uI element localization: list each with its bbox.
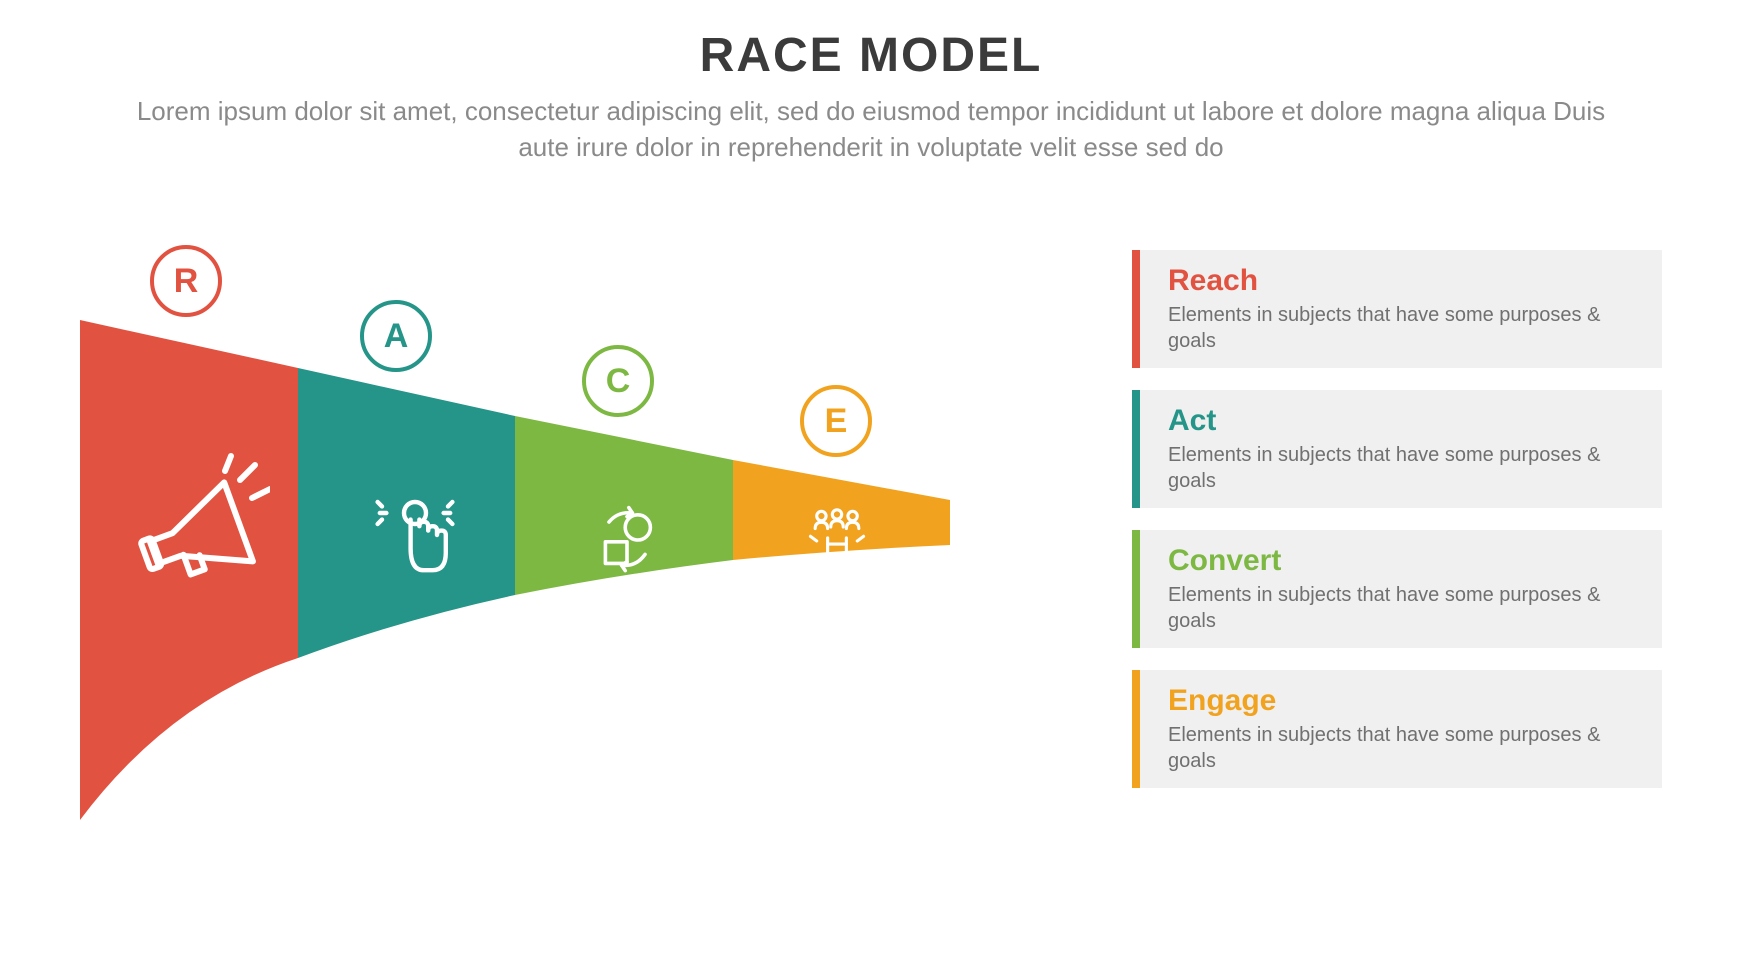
letter-badge-r: R [150,245,222,317]
card-body: Reach Elements in subjects that have some… [1140,250,1662,368]
card-convert: Convert Elements in subjects that have so… [1132,530,1662,648]
page-subtitle: Lorem ipsum dolor sit amet, consectetur … [121,93,1621,166]
card-title: Reach [1168,264,1634,298]
card-accent [1132,250,1140,368]
megaphone-icon [120,450,270,600]
card-body: Engage Elements in subjects that have som… [1140,670,1662,788]
card-body: Convert Elements in subjects that have so… [1140,530,1662,648]
tap-icon [360,480,470,590]
card-title: Act [1168,404,1634,438]
card-title: Convert [1168,544,1634,578]
card-list: Reach Elements in subjects that have some… [1132,250,1662,788]
card-desc: Elements in subjects that have some purp… [1168,302,1634,354]
letter-badge-e: E [800,385,872,457]
card-title: Engage [1168,684,1634,718]
card-accent [1132,530,1140,648]
letter-badge-c: C [582,345,654,417]
page-title: RACE MODEL [0,28,1742,83]
card-engage: Engage Elements in subjects that have som… [1132,670,1662,788]
card-desc: Elements in subjects that have some purp… [1168,722,1634,774]
card-accent [1132,390,1140,508]
funnel-diagram: RACE [80,250,950,810]
magnet-people-icon [798,502,876,580]
header: RACE MODEL Lorem ipsum dolor sit amet, c… [0,0,1742,166]
card-desc: Elements in subjects that have some purp… [1168,582,1634,634]
letter-badge-a: A [360,300,432,372]
cycle-icon [582,495,672,585]
card-act: Act Elements in subjects that have some p… [1132,390,1662,508]
card-body: Act Elements in subjects that have some p… [1140,390,1662,508]
card-desc: Elements in subjects that have some purp… [1168,442,1634,494]
card-accent [1132,670,1140,788]
card-reach: Reach Elements in subjects that have some… [1132,250,1662,368]
